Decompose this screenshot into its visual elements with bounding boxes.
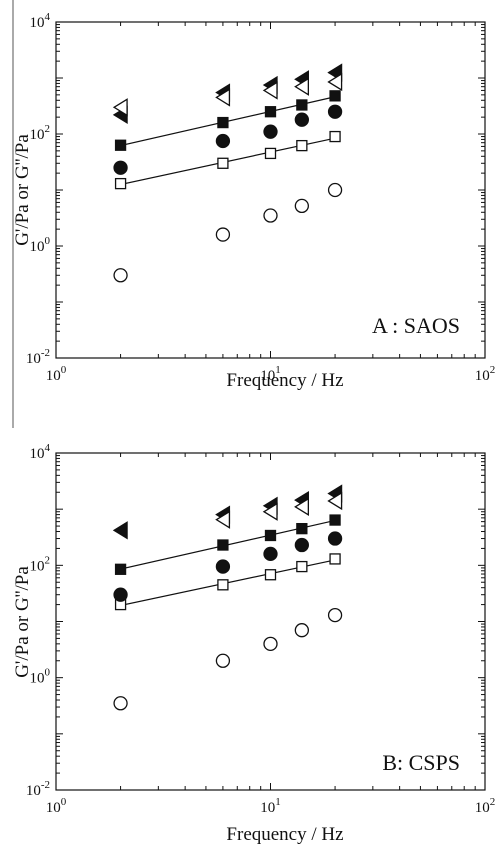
data-point-circle-open [215,653,231,668]
data-point-square-filled [114,139,127,151]
y-tick-label: 102 [30,554,51,574]
data-point-circle-open [327,182,343,198]
y-tick-label: 10-2 [26,779,50,799]
data-point-square-open [264,147,277,160]
data-point-square-open [329,553,341,565]
data-point-triangle-left-open [294,497,309,517]
data-point-triangle-left-open [215,88,231,107]
data-point-square-filled [264,529,277,542]
panel-label: B: CSPS [382,750,460,775]
data-point-square-open [296,139,308,152]
y-tick-label: 104 [30,442,51,462]
data-point-triangle-left-open [327,72,343,92]
x-axis-title: Frequency / Hz [226,370,343,391]
data-point-circle-filled [294,112,309,127]
data-point-circle-filled [215,559,231,574]
data-point-triangle-left-filled [112,521,128,540]
data-point-triangle-left-open [262,502,278,521]
data-point-triangle-left-open [262,81,278,100]
data-point-circle-open [263,208,278,223]
x-tick-label: 102 [475,364,496,384]
data-point-circle-open [263,636,278,652]
data-point-square-filled [296,522,308,535]
y-tick-label: 104 [30,11,51,31]
data-point-circle-filled [327,104,343,119]
data-point-circle-filled [113,587,128,602]
data-point-square-filled [329,514,341,526]
data-point-circle-filled [263,546,278,562]
data-point-triangle-left-open [327,491,343,511]
data-point-square-filled [217,116,229,129]
data-point-circle-open [327,607,343,623]
data-point-square-open [217,579,229,591]
data-point-square-open [329,130,341,143]
data-point-square-filled [217,539,229,551]
y-axis-title: G'/Pa or G''/Pa [12,566,33,678]
y-tick-label: 10-2 [26,347,50,367]
data-point-circle-open [113,268,128,283]
data-point-triangle-left-open [112,98,128,117]
y-tick-label: 100 [30,667,51,687]
panel-b-csps: G'/Pa or G''/Pa Frequency / Hz B: CSPS 1… [12,442,495,845]
panel-label: A : SAOS [372,313,460,338]
data-point-circle-filled [263,124,278,139]
data-point-circle-open [215,227,231,242]
data-point-square-filled [296,99,308,111]
data-point-circle-filled [327,531,343,546]
data-point-square-filled [329,90,341,102]
data-point-circle-filled [294,537,309,553]
data-point-triangle-left-open [215,510,231,529]
x-tick-label: 100 [46,796,67,816]
data-point-circle-open [113,696,128,711]
data-point-square-open [114,177,127,190]
data-point-circle-open [294,198,309,214]
x-tick-label: 101 [260,364,281,384]
x-tick-label: 101 [260,796,281,816]
data-point-square-open [217,157,229,169]
data-point-circle-filled [215,133,231,149]
x-tick-label: 102 [475,796,496,816]
plot-frame [55,21,486,359]
data-point-square-filled [114,563,127,575]
data-point-circle-filled [113,160,128,175]
x-tick-label: 100 [46,364,67,384]
y-tick-label: 100 [30,235,51,255]
x-axis-title: Frequency / Hz [226,824,343,845]
panel-a-saos: G'/Pa or G''/Pa Frequency / Hz A : SAOS … [12,11,495,391]
data-point-square-open [296,560,308,573]
data-point-square-open [264,569,277,581]
y-tick-label: 102 [30,123,51,143]
data-point-square-filled [264,106,277,118]
y-axis-title: G'/Pa or G''/Pa [12,134,33,246]
data-point-circle-open [294,623,309,638]
data-point-triangle-left-open [294,77,309,96]
